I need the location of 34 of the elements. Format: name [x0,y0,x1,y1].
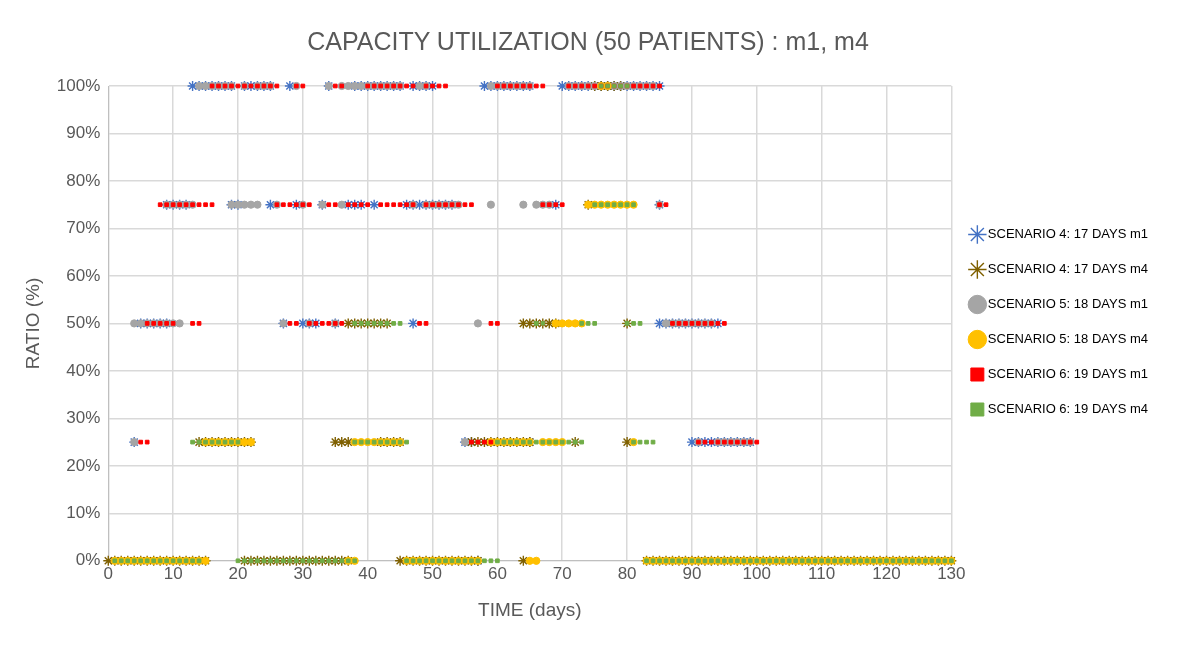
x-tick-label: 90 [682,563,702,583]
legend-label: SCENARIO 6: 19 DAYS m4 [987,401,1149,417]
legend-label: SCENARIO 5: 18 DAYS m4 [987,331,1149,347]
y-tick-label: 30% [66,408,101,428]
x-tick-label: 130 [937,563,966,583]
x-axis-title: TIME (days) [478,598,582,620]
y-tick-label: 90% [66,123,101,143]
legend-label: SCENARIO 4: 17 DAYS m4 [987,261,1149,277]
x-tick-label: 0 [103,563,114,583]
legend-label: SCENARIO 5: 18 DAYS m1 [987,296,1149,312]
legend-label: SCENARIO 4: 17 DAYS m1 [987,226,1149,242]
y-tick-label: 20% [66,455,101,475]
y-tick-label: 40% [66,360,101,380]
x-tick-label: 100 [742,563,771,583]
y-tick-label: 80% [66,170,101,190]
x-tick-label: 110 [808,563,836,583]
y-tick-label: 70% [66,218,101,238]
y-tick-label: 100% [56,75,101,95]
y-tick-label: 50% [66,313,101,333]
x-tick-label: 30 [293,563,313,583]
legend-label: SCENARIO 6: 19 DAYS m1 [987,366,1149,382]
x-tick-label: 120 [872,563,901,583]
y-tick-label: 10% [66,503,101,523]
chart-title: CAPACITY UTILIZATION (50 PATIENTS) : m1, m4 [307,26,869,55]
x-tick-label: 50 [423,563,442,583]
x-tick-label: 70 [552,563,572,583]
x-tick-label: 10 [163,563,183,583]
y-tick-label: 60% [66,265,101,285]
x-tick-label: 40 [358,563,378,583]
x-tick-label: 20 [228,563,248,583]
x-tick-label: 60 [487,563,507,583]
y-tick-label: 0% [75,550,101,570]
x-tick-label: 80 [617,563,637,583]
y-axis-title: RATIO (%) [21,277,43,370]
